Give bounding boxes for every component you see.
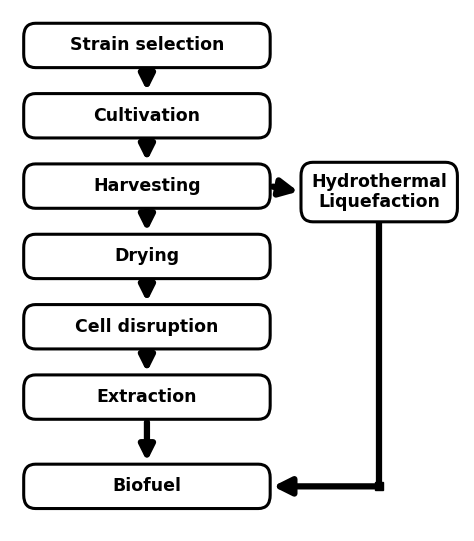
Text: Cultivation: Cultivation bbox=[93, 107, 201, 125]
Text: Cell disruption: Cell disruption bbox=[75, 318, 219, 336]
FancyBboxPatch shape bbox=[24, 375, 270, 419]
Text: Hydrothermal
Liquefaction: Hydrothermal Liquefaction bbox=[311, 173, 447, 212]
FancyBboxPatch shape bbox=[24, 23, 270, 68]
FancyBboxPatch shape bbox=[24, 164, 270, 208]
Text: Strain selection: Strain selection bbox=[70, 36, 224, 55]
FancyBboxPatch shape bbox=[24, 94, 270, 138]
Text: Harvesting: Harvesting bbox=[93, 177, 201, 195]
FancyBboxPatch shape bbox=[301, 162, 457, 222]
Text: Drying: Drying bbox=[114, 247, 180, 266]
Text: Biofuel: Biofuel bbox=[112, 477, 182, 496]
FancyBboxPatch shape bbox=[24, 305, 270, 349]
FancyBboxPatch shape bbox=[24, 234, 270, 279]
Text: Extraction: Extraction bbox=[97, 388, 197, 406]
FancyBboxPatch shape bbox=[24, 464, 270, 509]
